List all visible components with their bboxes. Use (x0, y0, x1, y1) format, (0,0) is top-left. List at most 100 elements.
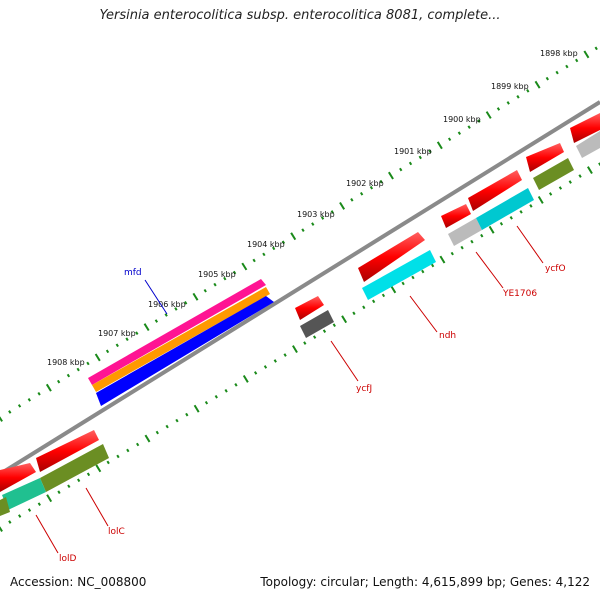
gene-label-mfd[interactable]: mfd (124, 268, 142, 278)
scale-tick (408, 161, 413, 166)
gene-block-YE1706-gray[interactable] (448, 218, 482, 246)
gene-arrow-ndh-red[interactable] (358, 232, 425, 282)
gene-arrow-mfd-magenta[interactable] (88, 279, 266, 385)
scale-tick (57, 379, 61, 384)
scale-tick (223, 276, 227, 281)
scale-tick (330, 210, 334, 214)
scale-tick (460, 245, 464, 250)
scale-tick (399, 167, 403, 172)
scale-tick (537, 195, 544, 204)
accession-text: Accession: NC_008800 (10, 575, 147, 589)
kbp-label: 1898 kbp (540, 49, 578, 58)
gene-label-ycfJ[interactable]: ycfJ (356, 384, 372, 394)
gene-arrow-mfd-orange[interactable] (92, 287, 270, 392)
scale-tick (263, 365, 268, 369)
scale-tick (67, 484, 71, 489)
gene-arrow-ycfO-red[interactable] (468, 170, 522, 211)
kbp-label: 1905 kbp (198, 270, 236, 279)
scale-tick (94, 353, 101, 362)
scale-tick (534, 80, 541, 89)
scale-tick (214, 394, 218, 399)
scale-tick (428, 149, 432, 154)
gene-block-ycfO-cyan[interactable] (476, 188, 534, 230)
kbp-label: 1902 kbp (346, 179, 384, 188)
scale-tick (387, 171, 394, 180)
scale-tick (27, 508, 32, 512)
scale-tick (115, 343, 119, 348)
scale-tick (165, 424, 169, 429)
scale-tick (45, 383, 52, 392)
gene-label-ycfO[interactable]: ycfO (545, 264, 566, 274)
scale-tick (185, 412, 189, 417)
scale-tick (439, 255, 446, 264)
gene-arrow-red-edge[interactable] (570, 113, 600, 143)
gene-block-ycfJ-darkgray[interactable] (300, 310, 334, 338)
gene-block-lolD-teal[interactable] (2, 478, 46, 510)
gene-label-ndh[interactable]: ndh (439, 331, 456, 341)
scale-tick (57, 490, 61, 495)
scale-tick (303, 341, 307, 345)
scale-tick (371, 299, 376, 304)
scale-tick (545, 76, 549, 81)
scale-tick (477, 119, 481, 123)
scale-tick (339, 201, 346, 210)
gene-block-ndh-cyan[interactable] (362, 250, 436, 300)
scale-tick (320, 216, 325, 220)
gene-label-lolC[interactable]: lolC (108, 527, 125, 537)
kbp-label: 1903 kbp (297, 210, 335, 219)
scale-tick (143, 323, 150, 332)
scale-tick (116, 454, 120, 459)
kbp-label: 1900 kbp (443, 115, 481, 124)
gene-arrow-red-1898[interactable] (526, 143, 564, 172)
gene-arrow-lolC-red[interactable] (36, 430, 99, 472)
scale-tick (204, 400, 209, 405)
gene-arrow-lolD-red[interactable] (0, 463, 36, 492)
scale-tick (450, 251, 454, 256)
scale-tick (594, 46, 598, 51)
topology-text: Topology: circular; Length: 4,615,899 bp… (260, 575, 590, 589)
scale-tick (529, 204, 533, 208)
scale-tick (411, 275, 415, 280)
scale-tick (86, 361, 90, 366)
scale-tick (496, 107, 501, 111)
gene-block-gray-edge[interactable] (576, 131, 600, 158)
scale-tick (362, 305, 366, 310)
scale-tick (105, 349, 110, 354)
scale-tick (350, 198, 354, 202)
gene-arrow-YE1706-red[interactable] (441, 204, 471, 228)
kbp-scale-labels: 1898 kbp 1899 kbp 1900 kbp 1901 kbp 1902… (47, 49, 578, 367)
scale-tick (418, 155, 422, 160)
scale-tick (480, 233, 484, 238)
scale-tick (467, 125, 471, 129)
scale-tick (242, 374, 249, 383)
scale-tick (488, 225, 495, 234)
gene-block-olive-1899[interactable] (533, 158, 574, 190)
forward-strand-genes (0, 113, 600, 492)
gene-block-lolC-olive[interactable] (40, 444, 109, 492)
scale-tick (76, 367, 80, 372)
scale-tick (311, 222, 315, 226)
kbp-label: 1908 kbp (47, 358, 85, 367)
gene-label-YE1706[interactable]: YE1706 (502, 289, 537, 299)
scale-tick (234, 383, 238, 387)
scale-tick (273, 359, 277, 363)
gene-arrow-ycfJ-red[interactable] (295, 296, 324, 320)
scale-tick (341, 315, 348, 324)
scale-tick (106, 460, 110, 465)
scale-tick (164, 313, 168, 317)
scale-tick (184, 301, 188, 305)
scale-tick (272, 246, 276, 251)
scale-tick (232, 270, 237, 275)
scale-tick (213, 282, 217, 287)
scale-tick (470, 239, 474, 244)
gene-block-olive-edge[interactable] (0, 497, 10, 516)
scale-tick (174, 307, 178, 311)
scale-tick (17, 404, 22, 408)
scale-tick (252, 258, 256, 263)
gene-label-lolD[interactable]: lolD (59, 554, 77, 564)
kbp-label: 1906 kbp (148, 300, 186, 309)
scale-tick (583, 50, 590, 59)
gene-arrow-mfd-blue[interactable] (96, 296, 274, 406)
scale-tick (312, 335, 317, 339)
scale-tick (175, 418, 179, 423)
